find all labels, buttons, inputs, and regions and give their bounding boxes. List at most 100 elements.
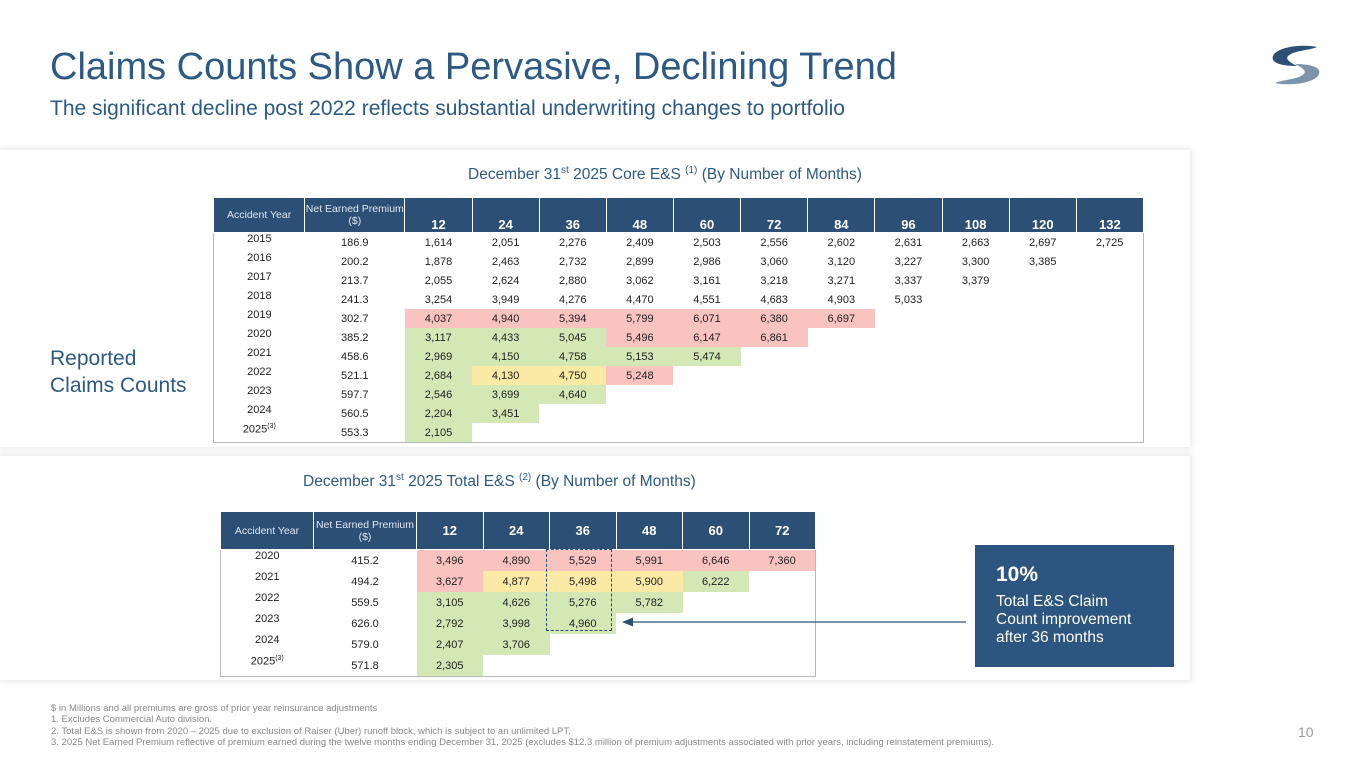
core-es-claims-table: Accident Year Net Earned Premium ($) 12 24 3…	[212, 197, 1145, 443]
empty-cell	[808, 404, 875, 423]
empty-cell	[539, 404, 606, 423]
empty-cell	[808, 423, 875, 443]
claim-count-cell: 4,037	[404, 309, 473, 328]
empty-cell	[683, 634, 750, 655]
accident-year-cell: 2025(3)	[221, 655, 314, 677]
accident-year: 2020	[247, 328, 272, 340]
table-row: 2021 458.6 2,969 4,150 4,758 5,153 5,474	[214, 347, 1144, 366]
claim-count-cell: 3,706	[483, 634, 550, 655]
accident-year-cell: 2018	[214, 290, 305, 309]
empty-cell	[616, 634, 683, 655]
empty-cell	[472, 423, 539, 443]
accident-year-cell: 2017	[214, 271, 305, 290]
table-row: 2018 241.3 3,254 3,949 4,276 4,470 4,551 4,683 4…	[214, 290, 1144, 309]
accident-year-cell: 2021	[221, 571, 314, 592]
claim-count-cell: 3,998	[483, 613, 550, 634]
claim-count-cell: 3,254	[424, 293, 453, 306]
header-cell: Accident Year	[212, 197, 306, 233]
empty-cell	[1076, 385, 1143, 404]
table-row: 2024 560.5 2,204 3,451	[214, 404, 1144, 423]
claim-count-cell: 5,033	[894, 293, 923, 306]
empty-cell	[875, 423, 942, 443]
month-header: 108	[941, 197, 1010, 233]
claim-count-cell: 4,150	[472, 347, 540, 366]
claim-count-cell: 3,120	[827, 255, 856, 268]
reported-claims-counts-label: Reported Claims Counts	[50, 347, 187, 397]
callout-text: Total E&S Claim Count improvement after 36…	[996, 593, 1132, 646]
table-row: 2023 597.7 2,546 3,699 4,640	[214, 385, 1144, 404]
claim-count-cell: 3,218	[760, 274, 788, 287]
claim-count-cell: 2,204	[404, 404, 473, 423]
claim-count-cell: 3,300	[961, 255, 990, 268]
table-row: 2015 186.9 1,614 2,051 2,276 2,409 2,503 2,556 2…	[214, 233, 1144, 253]
claim-count-cell: 5,529	[549, 549, 616, 571]
claim-count-cell: 1,614	[424, 236, 453, 249]
claim-count-cell: 3,699	[472, 385, 540, 404]
total-es-table-caption: December 31st 2025 Total E&S (2) (By Num…	[303, 472, 696, 491]
claim-count-cell: 2,105	[404, 423, 473, 443]
claim-count-cell: 4,940	[472, 309, 540, 328]
claim-count-cell: 4,890	[483, 549, 550, 571]
premium-cell: 415.2	[351, 554, 379, 567]
empty-cell	[741, 404, 808, 423]
empty-cell	[749, 571, 816, 592]
accident-year: 2025	[250, 655, 276, 668]
claim-count-cell: 2,305	[416, 655, 483, 677]
month-header: 48	[615, 511, 683, 550]
premium-cell: 559.5	[351, 596, 379, 609]
empty-cell	[875, 347, 942, 366]
empty-cell	[749, 655, 816, 677]
accident-year: 2023	[247, 385, 272, 397]
accident-year-cell: 2016	[214, 252, 305, 271]
empty-cell	[741, 347, 808, 366]
claim-count-cell: 4,877	[483, 571, 550, 592]
empty-cell	[741, 385, 808, 404]
accident-year: 2016	[247, 252, 272, 264]
claim-count-cell: 7,360	[749, 549, 816, 571]
premium-cell: 385.2	[341, 331, 369, 344]
empty-cell	[539, 423, 606, 443]
page-subtitle: The significant decline post 2022 reflec…	[50, 97, 845, 120]
claim-count-cell: 3,060	[760, 255, 788, 268]
empty-cell	[875, 385, 942, 404]
claim-count-cell: 3,379	[961, 274, 990, 287]
empty-cell	[673, 385, 740, 404]
claim-count-cell: 2,463	[491, 255, 520, 268]
table-row: 2022 559.5 3,105 4,626 5,276 5,782	[221, 592, 816, 613]
empty-cell	[875, 309, 942, 328]
footnote: 1. Excludes Commercial Auto division.	[51, 714, 213, 726]
claim-count-cell: 4,960	[549, 613, 616, 634]
empty-cell	[1076, 271, 1143, 290]
accident-year: 2015	[247, 233, 272, 245]
table-row: 2023 626.0 2,792 3,998 4,960	[221, 613, 816, 634]
claim-count-cell: 3,337	[894, 274, 923, 287]
accident-year-cell: 2025(3)	[214, 423, 305, 443]
callout-arrow-icon	[622, 617, 966, 627]
empty-cell	[942, 347, 1009, 366]
claim-count-cell: 2,725	[1095, 236, 1124, 249]
month-header: 24	[482, 511, 550, 550]
claim-count-cell: 4,640	[539, 385, 607, 404]
month-header: 24	[471, 197, 540, 233]
company-logo-icon	[1272, 45, 1320, 85]
accident-year-cell: 2022	[221, 592, 314, 613]
claim-count-cell: 6,861	[740, 328, 808, 347]
claim-count-cell: 5,782	[616, 592, 683, 613]
accident-year: 2023	[255, 613, 280, 625]
improvement-callout: 10% Total E&S Claim Count improvement afte…	[975, 545, 1174, 667]
empty-cell	[1076, 252, 1143, 271]
claim-count-cell: 3,496	[416, 549, 483, 571]
page-number: 10	[1298, 724, 1314, 740]
empty-cell	[808, 328, 875, 347]
claim-count-cell: 2,986	[693, 255, 721, 268]
accident-year: 2024	[247, 404, 272, 416]
empty-cell	[942, 309, 1009, 328]
claim-count-cell: 6,147	[673, 328, 741, 347]
empty-cell	[1009, 366, 1076, 385]
empty-cell	[808, 385, 875, 404]
accident-year-cell: 2021	[214, 347, 305, 366]
premium-cell: 626.0	[351, 617, 379, 630]
empty-cell	[1009, 290, 1076, 309]
claim-count-cell: 2,556	[760, 236, 788, 249]
claim-count-cell: 6,646	[682, 549, 749, 571]
